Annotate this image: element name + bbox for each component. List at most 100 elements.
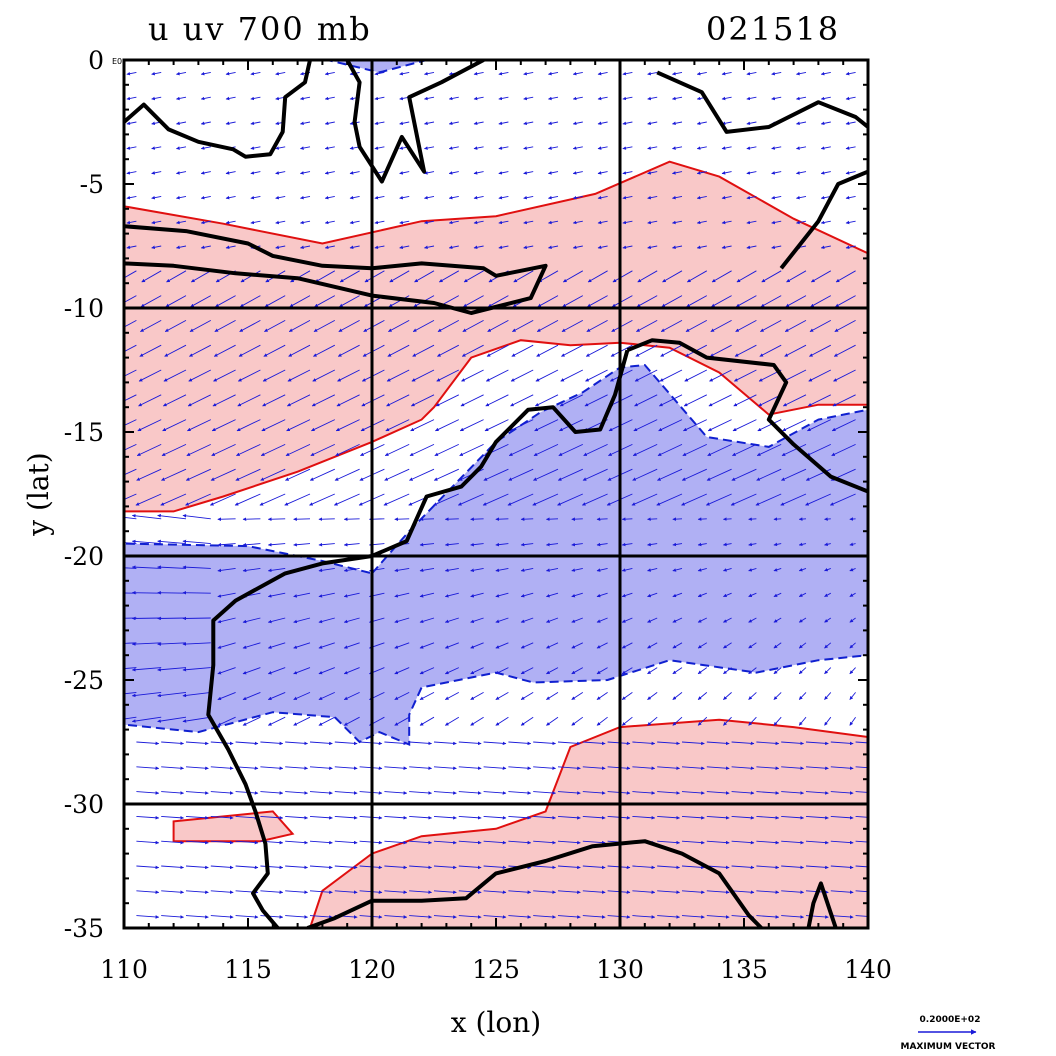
wind-vector bbox=[546, 542, 559, 547]
wind-vector bbox=[448, 245, 459, 250]
wind-vector bbox=[672, 220, 683, 225]
wind-vector bbox=[685, 320, 708, 332]
wind-vector bbox=[495, 542, 509, 547]
wind-vector bbox=[583, 443, 608, 457]
wind-vector bbox=[136, 865, 160, 870]
wind-vector bbox=[217, 542, 236, 547]
wind-vector bbox=[285, 443, 311, 457]
wind-vector bbox=[349, 245, 360, 250]
wind-vector bbox=[483, 791, 507, 795]
wind-vector bbox=[161, 865, 184, 870]
wind-vector bbox=[293, 691, 311, 701]
wind-vector bbox=[487, 320, 509, 332]
wind-vector bbox=[444, 617, 459, 624]
coastlines bbox=[124, 60, 868, 928]
wind-vector bbox=[151, 71, 162, 76]
wind-vector bbox=[300, 146, 311, 150]
wind-vector bbox=[830, 791, 854, 795]
wind-vector bbox=[210, 468, 236, 481]
wind-vector bbox=[176, 146, 187, 150]
wind-vector bbox=[557, 815, 581, 820]
wind-vector bbox=[672, 96, 683, 101]
wind-vector bbox=[498, 195, 509, 200]
wind-vector bbox=[508, 915, 532, 919]
wind-vector bbox=[349, 171, 360, 175]
wind-vector bbox=[275, 245, 286, 250]
wind-vector bbox=[781, 915, 804, 919]
wind-vector bbox=[309, 890, 333, 894]
wind-vector bbox=[433, 915, 457, 919]
wind-vector bbox=[126, 171, 137, 175]
x-tick-label: 140 bbox=[844, 955, 892, 984]
wind-vector bbox=[784, 344, 807, 357]
wind-vector bbox=[546, 567, 559, 572]
wind-vector bbox=[830, 815, 854, 820]
wind-vector bbox=[250, 220, 261, 225]
wind-vector bbox=[136, 766, 160, 770]
wind-vector bbox=[374, 195, 385, 200]
wind-vector bbox=[165, 295, 187, 308]
coastline-3 bbox=[306, 839, 763, 928]
wind-vector bbox=[597, 146, 608, 150]
wind-vector bbox=[131, 691, 162, 698]
wind-vector bbox=[200, 245, 211, 250]
wind-vector bbox=[723, 642, 732, 649]
wind-vector bbox=[210, 840, 234, 845]
wind-vector bbox=[584, 394, 608, 407]
wind-vector bbox=[548, 171, 559, 175]
wind-vector bbox=[186, 443, 211, 457]
wind-vector bbox=[757, 419, 782, 432]
wind-vector bbox=[582, 791, 606, 795]
wind-vector bbox=[611, 320, 633, 332]
wind-vector bbox=[621, 667, 633, 675]
wind-vector bbox=[723, 716, 732, 726]
wind-vector bbox=[546, 617, 559, 623]
wind-vector bbox=[807, 394, 831, 407]
wind-vector bbox=[523, 245, 534, 250]
wind-vector bbox=[660, 344, 683, 357]
wind-vector bbox=[736, 270, 757, 283]
wind-vector bbox=[672, 692, 683, 700]
vector-key-caption: MAXIMUM VECTOR bbox=[900, 1042, 995, 1052]
wind-vector bbox=[485, 394, 509, 407]
wind-vector bbox=[721, 245, 732, 250]
wind-vector bbox=[267, 691, 286, 701]
wind-vector bbox=[394, 716, 410, 726]
title-left: u uv 700 mb bbox=[148, 10, 372, 48]
wind-vector bbox=[364, 270, 385, 283]
wind-vector bbox=[160, 493, 187, 506]
wind-vector bbox=[532, 493, 559, 506]
wind-vector bbox=[459, 443, 484, 457]
wind-vector bbox=[731, 840, 755, 845]
wind-vector bbox=[300, 171, 311, 175]
wind-vector bbox=[176, 220, 187, 225]
wind-vector bbox=[657, 840, 680, 845]
wind-vector bbox=[498, 96, 509, 101]
wind-vector bbox=[756, 741, 780, 746]
negative-region-1 bbox=[327, 60, 427, 74]
wind-vector bbox=[557, 766, 581, 770]
wind-vector bbox=[176, 96, 187, 101]
wind-vector bbox=[560, 369, 584, 382]
wind-vector bbox=[185, 815, 209, 820]
wind-vector bbox=[632, 741, 656, 746]
wind-vector bbox=[805, 493, 831, 506]
wind-vector bbox=[131, 716, 162, 723]
wind-vector bbox=[672, 71, 683, 76]
wind-vector bbox=[495, 592, 509, 598]
wind-vector bbox=[773, 517, 782, 521]
wind-vector bbox=[756, 865, 780, 870]
y-tick-label: -5 bbox=[80, 170, 104, 199]
wind-vector bbox=[548, 220, 559, 225]
wind-vector bbox=[731, 766, 755, 770]
wind-vector bbox=[424, 195, 435, 200]
wind-vector bbox=[419, 567, 435, 573]
wind-vector bbox=[437, 344, 460, 357]
wind-vector bbox=[582, 766, 606, 770]
wind-vector bbox=[189, 344, 212, 357]
wind-vector bbox=[721, 71, 732, 76]
wind-vector bbox=[136, 890, 160, 894]
coastline-0 bbox=[124, 224, 548, 315]
wind-vector bbox=[200, 220, 211, 225]
wind-vector bbox=[262, 394, 286, 407]
